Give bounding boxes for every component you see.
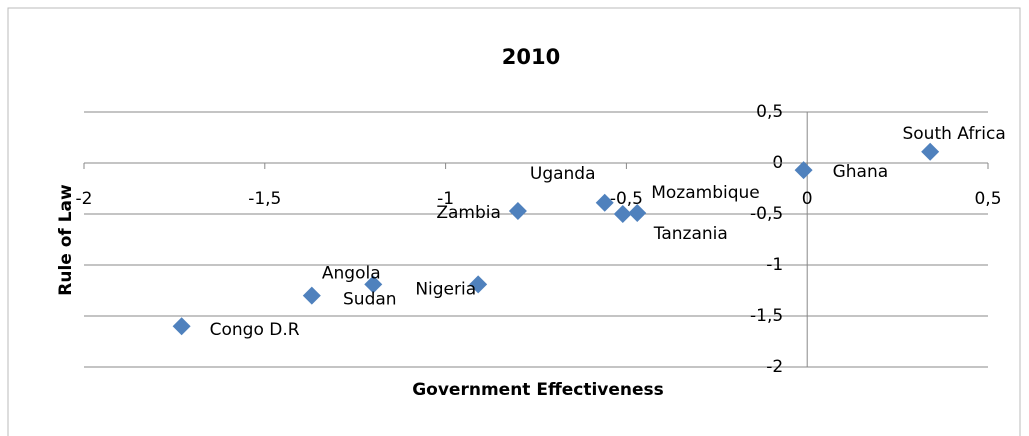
point-label: South Africa xyxy=(902,124,1005,144)
chart-frame xyxy=(7,7,1021,436)
point-label: Ghana xyxy=(833,162,889,182)
chart-title: 2010 xyxy=(502,45,560,69)
x-axis-title: Government Effectiveness xyxy=(412,380,664,400)
y-tick-label: -1 xyxy=(766,255,783,275)
y-tick-label: -2 xyxy=(766,357,783,377)
x-tick-label: -0,5 xyxy=(610,189,643,209)
point xyxy=(172,317,191,336)
x-tick-label: 0 xyxy=(802,189,813,209)
x-tick-label: -2 xyxy=(76,189,93,209)
point xyxy=(508,201,527,220)
y-tick-label: 0,5 xyxy=(756,102,783,122)
point-label: Zambia xyxy=(436,203,501,223)
point xyxy=(469,275,488,294)
point-label: Uganda xyxy=(530,164,596,184)
x-tick-label: -1 xyxy=(437,189,454,209)
point xyxy=(302,286,321,305)
point-label: Angola xyxy=(322,263,381,283)
point-label: Congo D.R xyxy=(210,320,300,340)
point-label: Sudan xyxy=(343,290,397,310)
point-label: Mozambique xyxy=(651,183,760,203)
point-label: Nigeria xyxy=(415,279,476,299)
point xyxy=(794,161,813,180)
x-tick-label: -1,5 xyxy=(248,189,281,209)
y-axis-title: Rule of Law xyxy=(56,184,76,296)
point-label: Tanzania xyxy=(653,224,728,244)
point xyxy=(595,193,614,212)
point xyxy=(364,275,383,294)
point xyxy=(613,205,632,223)
x-tick-label: 0,5 xyxy=(974,189,1001,209)
point xyxy=(628,203,647,222)
point xyxy=(921,142,940,161)
y-tick-label: -0,5 xyxy=(750,204,783,224)
y-tick-label: -1,5 xyxy=(750,306,783,326)
